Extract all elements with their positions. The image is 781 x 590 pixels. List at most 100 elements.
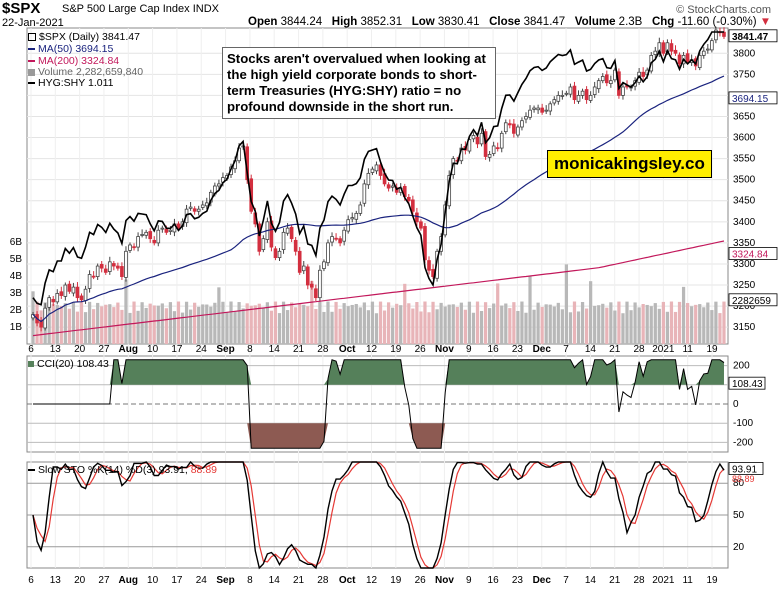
volume-bar <box>67 308 72 344</box>
volume-bar <box>128 312 132 344</box>
value-tag-box <box>728 29 778 43</box>
volume-value: 2.3B <box>618 16 643 28</box>
y-tick-label: 3500 <box>733 175 756 186</box>
volume-bar <box>374 313 379 344</box>
candle-body <box>310 283 314 288</box>
volume-bar <box>172 311 177 344</box>
candle-body <box>697 54 702 69</box>
volume-bar <box>520 301 524 344</box>
volume-bar <box>544 304 548 344</box>
candle-body <box>281 231 286 251</box>
volume-bar <box>386 302 391 344</box>
value-tag: 3694.15 <box>732 94 769 105</box>
volume-bar <box>124 279 128 344</box>
candle-body <box>415 212 419 223</box>
volume-bar <box>108 304 112 344</box>
line-icon <box>28 48 35 51</box>
volume-bar <box>318 301 322 344</box>
candle-body <box>596 80 601 90</box>
volume-bar <box>273 301 278 344</box>
candle-body <box>471 135 476 140</box>
candle-body <box>576 95 581 102</box>
volume-bar <box>443 306 447 344</box>
candle-body <box>669 43 674 52</box>
high-value: 3852.31 <box>360 16 403 28</box>
low-label: Low <box>411 16 435 28</box>
x-tick-label: 8 <box>247 575 253 586</box>
x-tick-label: 26 <box>415 344 427 355</box>
volume-bar <box>120 309 124 344</box>
volume-bars <box>31 264 726 344</box>
volume-bar <box>669 301 674 344</box>
candle-body <box>95 265 100 277</box>
volume-bar <box>714 301 718 344</box>
candle-body <box>508 123 512 126</box>
candle-body <box>609 80 613 85</box>
volume-bar <box>229 301 233 344</box>
x-tick-label: Sep <box>216 344 234 355</box>
legend-volume: Volume 2,282,659,840 <box>28 66 143 78</box>
volume-bar <box>407 303 411 344</box>
candle-body <box>503 122 508 133</box>
volume-bar <box>233 311 237 344</box>
volume-bar <box>156 305 160 344</box>
volume-bar <box>593 305 597 344</box>
volume-bar <box>334 301 338 344</box>
value-tag-box <box>728 293 778 307</box>
y-tick-label: 3550 <box>733 154 756 165</box>
volume-bar <box>71 301 76 344</box>
volume-bar <box>479 310 484 344</box>
volume-bar <box>201 304 205 344</box>
candle-body <box>495 147 500 150</box>
volume-bar <box>589 281 593 344</box>
y-tick-label: 3400 <box>733 217 756 228</box>
x-tick-label: Oct <box>339 575 356 586</box>
candle-body <box>423 226 427 261</box>
sto-label: Slow STO %K(14) %D(3) 93.91, 88.89 <box>28 464 217 476</box>
chart-date: 22-Jan-2021 <box>2 17 64 29</box>
x-tick-label: 24 <box>196 575 208 586</box>
volume-bar <box>136 310 140 344</box>
down-arrow-icon: ▼ <box>759 16 772 28</box>
candle-body <box>176 223 181 229</box>
candle-body <box>560 95 565 97</box>
y-tick-label: 3300 <box>733 259 756 270</box>
volume-bar <box>698 304 702 344</box>
volume-bar <box>100 306 104 344</box>
candle-body <box>544 109 549 112</box>
candle-body <box>516 126 520 136</box>
volume-bar <box>193 302 197 344</box>
volume-bar <box>277 313 282 344</box>
candle-body <box>63 284 68 297</box>
volume-bar <box>245 303 249 344</box>
candle-body <box>99 263 104 269</box>
x-tick-label: 21 <box>293 575 305 586</box>
volume-bar <box>59 306 63 344</box>
candle-body <box>277 250 282 259</box>
volume-bar <box>681 286 686 344</box>
x-tick-label: 21 <box>609 344 621 355</box>
candle-body <box>588 95 593 101</box>
candle-body <box>661 42 666 54</box>
indicator-lines <box>32 31 725 570</box>
volume-bar <box>249 305 253 344</box>
candle-body <box>55 293 60 303</box>
candle-body <box>556 95 561 102</box>
volume-bar <box>673 311 678 344</box>
volume-bar <box>366 310 371 344</box>
candle-body <box>499 132 504 149</box>
x-tick-label: 19 <box>706 575 718 586</box>
volume-bar <box>710 310 714 344</box>
candle-body <box>51 298 56 303</box>
candle-body <box>564 92 569 95</box>
candle-body <box>685 53 690 63</box>
candle-body <box>148 231 153 240</box>
x-tick-label: 28 <box>633 344 645 355</box>
volume-bar <box>144 307 148 344</box>
volume-bar <box>261 307 265 344</box>
sto-tick-label: 80 <box>733 478 745 489</box>
volume-bar <box>92 309 96 344</box>
volume-bar <box>241 308 245 344</box>
volume-bar <box>197 306 201 344</box>
sto-tick-label: 50 <box>733 510 745 521</box>
